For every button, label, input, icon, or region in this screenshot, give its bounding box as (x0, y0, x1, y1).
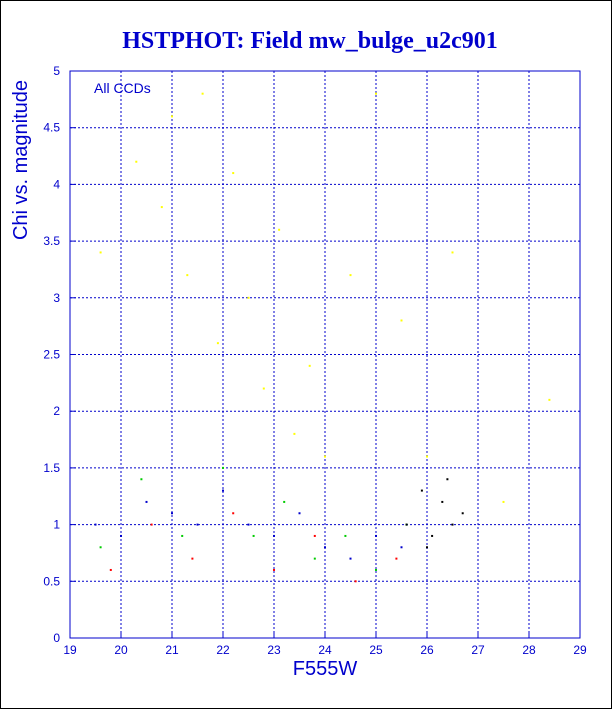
data-point (426, 546, 428, 549)
y-tick-label: 2.5 (43, 348, 60, 362)
data-point (94, 523, 97, 526)
data-point (201, 92, 204, 95)
data-point (293, 432, 296, 435)
data-point (375, 568, 377, 571)
data-point (232, 512, 235, 515)
data-point (354, 580, 357, 583)
y-tick-label: 2 (53, 404, 60, 418)
data-point (247, 296, 250, 299)
x-tick-label: 27 (471, 643, 485, 657)
data-point (420, 489, 423, 492)
data-point (461, 512, 464, 515)
legend-annotation: All CCDs (94, 80, 151, 96)
data-point (375, 92, 377, 95)
y-axis-label: Chi vs. magnitude (10, 80, 32, 240)
grid (69, 70, 581, 639)
data-point (252, 534, 255, 537)
y-tick-label: 5 (53, 64, 60, 78)
data-point (308, 364, 311, 367)
y-tick-label: 4.5 (43, 121, 60, 135)
y-tick-label: 4 (53, 177, 60, 191)
data-point (222, 466, 224, 469)
data-point (441, 500, 444, 503)
data-point (405, 523, 408, 526)
data-point (150, 523, 153, 526)
x-tick-label: 23 (267, 643, 281, 657)
data-point (145, 500, 148, 503)
x-tick-label: 19 (63, 643, 77, 657)
y-tick-label: 1.5 (43, 461, 60, 475)
x-tick-label: 21 (165, 643, 179, 657)
y-tick-labels: 0 0.5 1 1.5 2 2.5 3 3.5 4 4.5 5 (43, 64, 60, 645)
data-point (313, 557, 316, 560)
data-point (283, 500, 286, 503)
data-point (171, 512, 173, 515)
data-point (247, 523, 250, 526)
y-tick-label: 3.5 (43, 234, 60, 248)
data-point (278, 228, 281, 231)
y-tick-label: 0.5 (43, 574, 60, 588)
plot-area (69, 70, 581, 639)
y-tick-label: 1 (53, 518, 60, 532)
x-tick-label: 24 (318, 643, 332, 657)
x-tick-label: 26 (420, 643, 434, 657)
data-point (171, 115, 173, 118)
data-point (426, 455, 428, 458)
data-point (99, 546, 102, 549)
data-point (451, 523, 454, 526)
data-point (451, 251, 454, 254)
x-tick-label: 20 (114, 643, 128, 657)
data-point (446, 478, 449, 481)
data-point (109, 568, 112, 571)
x-tick-labels: 19 20 21 22 23 24 25 26 27 28 29 (63, 643, 587, 657)
data-point (262, 387, 265, 390)
x-axis-label: F555W (293, 658, 358, 680)
data-point (324, 455, 326, 458)
data-point (324, 546, 326, 549)
data-point (313, 534, 316, 537)
data-point (196, 523, 199, 526)
data-point (181, 534, 184, 537)
scatter-points (94, 92, 551, 583)
data-point (375, 534, 377, 537)
data-point (273, 534, 275, 537)
data-point (344, 534, 347, 537)
data-point (186, 274, 189, 277)
data-point (349, 274, 352, 277)
data-point (548, 398, 551, 401)
data-point (273, 568, 275, 571)
data-point (400, 546, 403, 549)
data-point (140, 478, 143, 481)
y-tick-label: 0 (53, 631, 60, 645)
x-tick-label: 29 (573, 643, 587, 657)
data-point (502, 500, 505, 503)
x-tick-label: 28 (522, 643, 536, 657)
x-tick-label: 25 (369, 643, 383, 657)
data-point (222, 489, 224, 492)
data-point (232, 172, 235, 175)
data-point (191, 557, 194, 560)
chart-title: HSTPHOT: Field mw_bulge_u2c901 (122, 28, 498, 54)
x-tick-label: 22 (216, 643, 230, 657)
data-point (395, 557, 398, 560)
data-point (400, 319, 403, 322)
data-point (120, 534, 122, 537)
data-point (431, 534, 434, 537)
data-point (135, 160, 138, 163)
data-point (160, 206, 163, 209)
data-point (349, 557, 352, 560)
data-point (298, 512, 301, 515)
data-point (99, 251, 102, 254)
y-tick-label: 3 (53, 291, 60, 305)
data-point (216, 342, 219, 345)
